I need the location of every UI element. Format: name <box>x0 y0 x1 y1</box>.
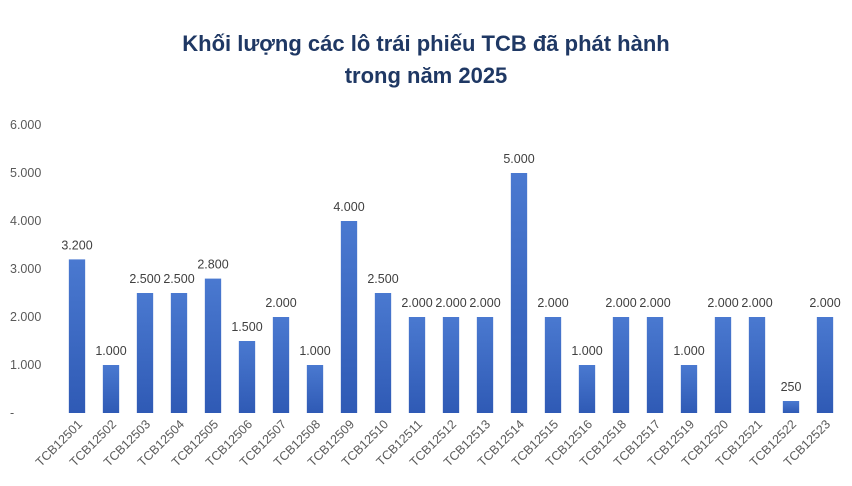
data-label: 2.000 <box>605 296 636 310</box>
bar <box>476 317 494 413</box>
bar <box>748 317 766 413</box>
data-label: 2.000 <box>809 296 840 310</box>
bar <box>782 401 800 413</box>
data-label: 1.000 <box>571 344 602 358</box>
chart-title: Khối lượng các lô trái phiếu TCB đã phát… <box>0 28 852 92</box>
bar <box>272 317 290 413</box>
bar <box>578 365 596 413</box>
bar <box>544 317 562 413</box>
data-label: 4.000 <box>333 200 364 214</box>
bar <box>136 293 154 413</box>
bar <box>170 293 188 413</box>
bar <box>612 317 630 413</box>
data-label: 2.500 <box>163 272 194 286</box>
bar <box>646 317 664 413</box>
data-label: 2.000 <box>265 296 296 310</box>
data-label: 2.800 <box>197 258 228 272</box>
bar <box>340 221 358 413</box>
data-label: 1.500 <box>231 320 262 334</box>
data-label: 2.000 <box>639 296 670 310</box>
y-tick-label: 4.000 <box>10 214 41 228</box>
data-label: 5.000 <box>503 152 534 166</box>
bar <box>68 259 86 413</box>
data-label: 2.000 <box>435 296 466 310</box>
data-label: 2.000 <box>469 296 500 310</box>
bar <box>408 317 426 413</box>
y-tick-label: 6.000 <box>10 118 41 132</box>
bar <box>238 341 256 413</box>
chart-title-line-2: trong năm 2025 <box>344 63 508 88</box>
bar <box>374 293 392 413</box>
data-label: 2.500 <box>129 272 160 286</box>
bar <box>306 365 324 413</box>
y-tick-label: 1.000 <box>10 358 41 372</box>
bar <box>204 278 222 413</box>
data-label: 2.500 <box>367 272 398 286</box>
data-label: 250 <box>781 380 802 394</box>
y-axis: - 1.000 2.000 3.000 4.000 5.000 6.000 <box>10 118 41 420</box>
data-label: 3.200 <box>61 238 92 252</box>
x-axis: TCB12501TCB12502TCB12503TCB12504TCB12505… <box>33 417 833 469</box>
bar <box>442 317 460 413</box>
y-tick-label: 5.000 <box>10 166 41 180</box>
bar <box>680 365 698 413</box>
bar <box>816 317 834 413</box>
data-label: 2.000 <box>401 296 432 310</box>
bar <box>510 173 528 413</box>
y-tick-label: 2.000 <box>10 310 41 324</box>
bar <box>714 317 732 413</box>
y-tick-label: 3.000 <box>10 262 41 276</box>
data-label: 1.000 <box>673 344 704 358</box>
y-tick-label: - <box>10 406 14 420</box>
data-label: 2.000 <box>741 296 772 310</box>
data-label: 2.000 <box>537 296 568 310</box>
bars <box>68 173 834 413</box>
bar <box>102 365 120 413</box>
chart-title-line-1: Khối lượng các lô trái phiếu TCB đã phát… <box>182 31 670 56</box>
data-label: 1.000 <box>299 344 330 358</box>
data-label: 2.000 <box>707 296 738 310</box>
data-label: 1.000 <box>95 344 126 358</box>
